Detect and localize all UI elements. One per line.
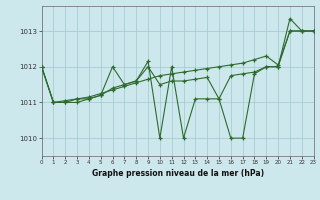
- X-axis label: Graphe pression niveau de la mer (hPa): Graphe pression niveau de la mer (hPa): [92, 169, 264, 178]
